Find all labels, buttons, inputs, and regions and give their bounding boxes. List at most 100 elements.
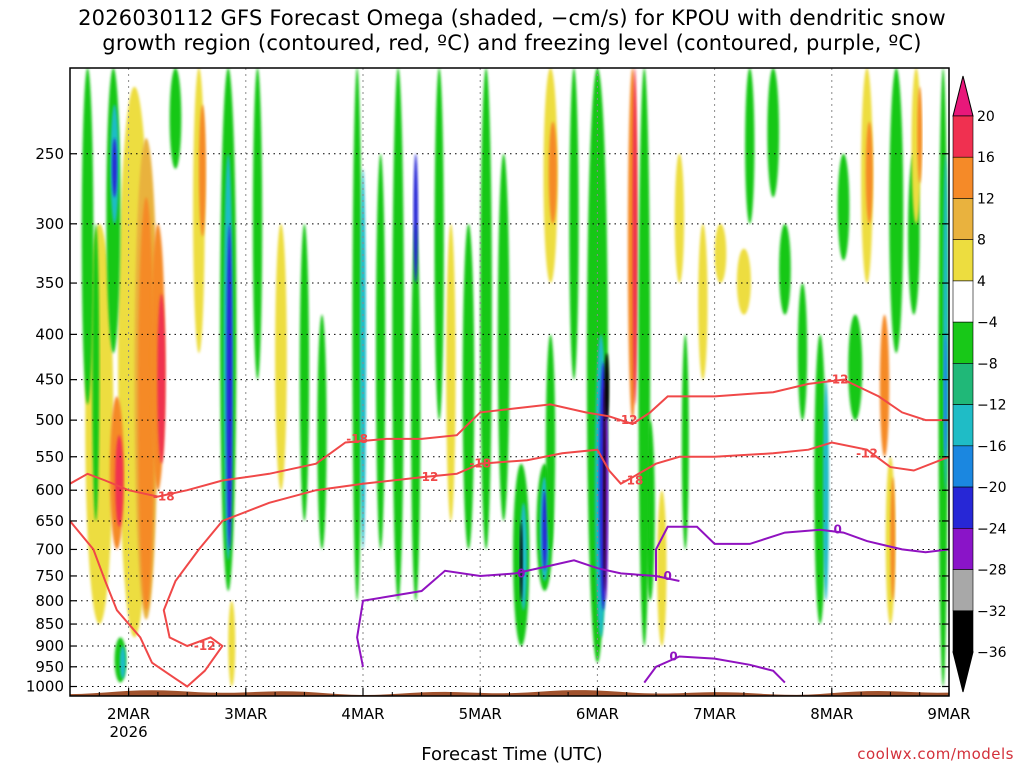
omega-cell-30	[411, 223, 421, 601]
contour-label-6: -18	[622, 473, 644, 487]
omega-cell-31	[434, 68, 444, 421]
credit-link[interactable]: coolwx.com/models	[857, 745, 1014, 763]
omega-cell-66	[797, 283, 808, 421]
x-tick-label-4MAR: 4MAR	[341, 705, 384, 723]
omega-cell-72	[865, 121, 873, 224]
colorbar-swatch-10	[952, 528, 974, 570]
omega-cell-59	[681, 334, 689, 550]
omega-cell-54	[632, 68, 638, 405]
x-tick-label-6MAR: 6MAR	[576, 705, 619, 723]
contour-label-9: 0	[517, 566, 525, 580]
omega-cell-3	[137, 197, 155, 611]
omega-cell-67	[814, 334, 826, 625]
omega-cell-28	[375, 153, 386, 550]
colorbar-swatch-9	[952, 486, 974, 529]
colorbar-label-2: 12	[977, 191, 995, 207]
omega-cell-7	[157, 293, 166, 464]
ground-fill	[70, 690, 949, 696]
contour-freezing-0b	[655, 525, 949, 581]
omega-cell-65	[779, 223, 791, 315]
omega-cell-5	[115, 435, 124, 527]
omega-cell-27	[360, 168, 366, 550]
omega-cell-69	[848, 314, 863, 421]
omega-cell-45	[545, 334, 556, 550]
omega-cell-33	[462, 223, 475, 550]
contour-freezing-0c	[643, 655, 786, 684]
omega-cell-46	[569, 68, 579, 380]
x-tick-label-2MAR: 2MAR	[107, 705, 150, 723]
contour-label-0: -18	[153, 490, 175, 504]
omega-cell-68	[823, 379, 829, 601]
omega-cell-64	[767, 68, 780, 198]
omega-shading	[81, 68, 948, 687]
colorbar-label-4: 4	[977, 274, 986, 290]
colorbar-label-12: −32	[977, 604, 1007, 620]
y-tick-label-750: 750	[35, 567, 64, 585]
x-tick-label-3MAR: 3MAR	[224, 705, 267, 723]
chart-title: 2026030112 GFS Forecast Omega (shaded, −…	[0, 6, 1024, 56]
omega-cell-36	[497, 153, 510, 521]
omega-cell-25	[317, 314, 327, 550]
colorbar-swatch-12	[952, 610, 974, 653]
y-tick-label-400: 400	[35, 325, 64, 343]
omega-cell-21	[228, 600, 236, 687]
contour-label-10: 0	[664, 569, 672, 583]
colorbar-swatch-5	[952, 321, 974, 364]
colorbar-top-arrow	[952, 75, 974, 117]
omega-cell-11	[112, 138, 117, 198]
y-tick-label-950: 950	[35, 658, 64, 676]
omega-cell-39	[519, 520, 523, 601]
omega-cell-77	[890, 477, 896, 601]
colorbar-swatch-2	[952, 198, 974, 240]
colorbar-swatch-3	[952, 239, 974, 282]
colorbar-label-11: −28	[977, 563, 1007, 579]
terrain-ground	[70, 690, 949, 696]
colorbar-label-10: −24	[977, 521, 1007, 537]
omega-cell-20	[226, 223, 233, 550]
colorbar-swatch-7	[952, 404, 974, 447]
colorbar-label-9: −20	[977, 480, 1007, 496]
contour-label-8: -12	[856, 446, 878, 460]
y-tick-label-900: 900	[35, 637, 64, 655]
gridlines	[70, 68, 949, 696]
colorbar-swatch-1	[952, 156, 974, 199]
omega-cell-51	[603, 388, 606, 592]
omega-cell-34	[413, 153, 419, 284]
y-tick-label-350: 350	[35, 274, 64, 292]
x-tick-year-label: 2026	[110, 723, 148, 741]
x-tick-label-8MAR: 8MAR	[810, 705, 853, 723]
omega-cell-29	[392, 68, 405, 601]
omega-cell-42	[542, 490, 548, 571]
title-line-2: growth region (contoured, red, ºC) and f…	[102, 31, 922, 55]
omega-cell-52	[604, 353, 610, 421]
omega-cell-57	[657, 490, 667, 647]
omega-cell-32	[446, 223, 456, 521]
omega-cell-44	[548, 121, 557, 224]
contour-label-4: -18	[469, 457, 491, 471]
colorbar: 20 16 12 8 4 −4 −8 −12 −16 −20 −24 −28 −32 −36	[952, 75, 1007, 693]
title-line-1: 2026030112 GFS Forecast Omega (shaded, −…	[78, 6, 946, 30]
omega-cell-70	[837, 153, 850, 261]
omega-cell-61	[714, 223, 727, 284]
colorbar-label-8: −16	[977, 439, 1007, 455]
contour-label-11: 0	[669, 650, 677, 664]
contour-dendritic-minus18	[70, 378, 949, 498]
contours: -18 -12 -18 -12 -18 -12 -18 -12 -12 0 0 0 0	[70, 373, 949, 688]
contour-label-5: -12	[616, 413, 638, 427]
omega-cell-12	[92, 223, 100, 521]
omega-cell-73	[879, 314, 890, 457]
omega-cell-60	[698, 223, 708, 380]
y-tick-label-800: 800	[35, 592, 64, 610]
colorbar-bottom-arrow	[952, 651, 974, 693]
colorbar-label-5: −4	[977, 315, 998, 331]
colorbar-label-1: 16	[977, 150, 995, 166]
omega-cell-17	[198, 104, 206, 237]
y-tick-label-600: 600	[35, 481, 64, 499]
y-tick-label-650: 650	[35, 512, 64, 530]
y-tick-label-450: 450	[35, 371, 64, 389]
x-axis-label: Forecast Time (UTC)	[421, 744, 603, 765]
contour-label-1: -12	[194, 639, 216, 653]
x-tick-label-7MAR: 7MAR	[693, 705, 736, 723]
y-tick-label-500: 500	[35, 411, 64, 429]
colorbar-swatch-4	[952, 280, 974, 323]
